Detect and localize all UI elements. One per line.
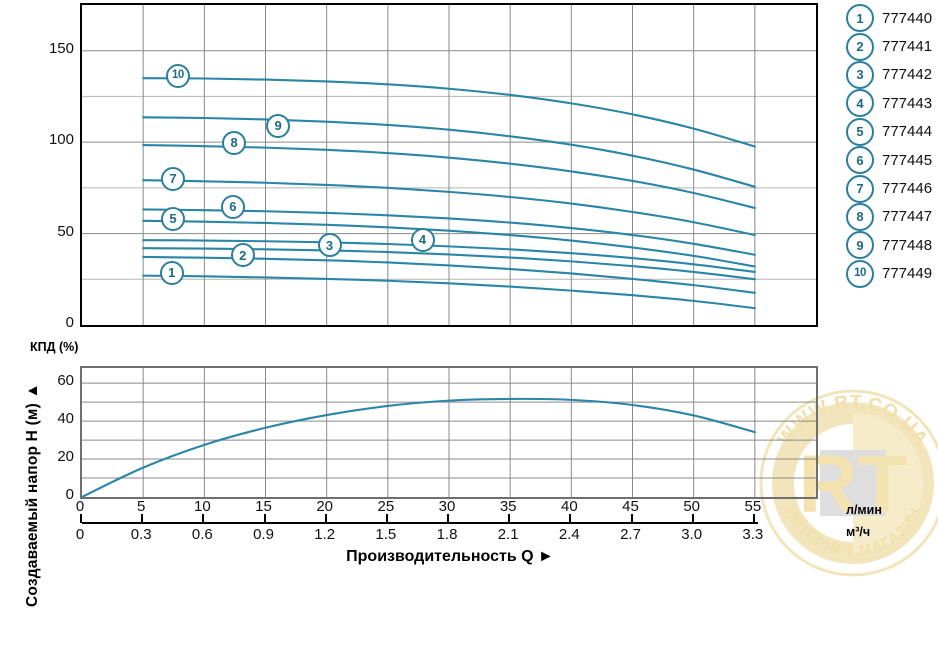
- legend: 1 777440 2 777441 3 777442 4 777443 5 777444 6 7774…: [846, 4, 938, 288]
- legend-item-1: 1 777440: [846, 4, 938, 33]
- legend-code-1: 777440: [882, 9, 933, 27]
- main-y-tick: 0: [65, 314, 74, 331]
- legend-item-9: 9 777448: [846, 231, 938, 260]
- efficiency-y-tick: 20: [57, 448, 74, 466]
- main-y-tick: 50: [57, 222, 74, 240]
- legend-badge-1: 1: [846, 4, 874, 33]
- main-y-tick: 100: [48, 131, 74, 149]
- main-y-tick: 150: [48, 39, 74, 57]
- legend-badge-8: 8: [846, 202, 874, 231]
- secondary-x-tick-m3h: 0.3: [130, 526, 152, 543]
- head-curve-plot: [80, 3, 818, 327]
- shared-x-tick-lpm: 25: [377, 498, 395, 515]
- secondary-axis-tick: [447, 514, 449, 523]
- secondary-axis-tick: [202, 514, 205, 523]
- legend-item-4: 4 777443: [846, 89, 938, 118]
- secondary-x-tick-m3h: 1.5: [375, 526, 397, 543]
- curve-badge-7: 7: [160, 166, 185, 191]
- legend-badge-4: 4: [846, 89, 874, 118]
- x-axis-title: Производительность Q ►: [346, 548, 554, 565]
- legend-badge-7: 7: [846, 174, 874, 203]
- secondary-x-tick-m3h: 2.4: [558, 526, 580, 543]
- secondary-x-tick-m3h: 2.1: [497, 526, 519, 543]
- secondary-axis-tick: [569, 514, 572, 523]
- legend-item-10: 10 777449: [846, 259, 938, 288]
- secondary-x-tick-m3h: 2.7: [620, 526, 641, 543]
- legend-badge-2: 2: [846, 32, 874, 61]
- unit-label-lpm: л/мин: [846, 503, 882, 517]
- curve-badge-1: 1: [159, 260, 184, 285]
- curve-badge-10: 10: [165, 64, 190, 89]
- shared-x-tick-lpm: 50: [683, 498, 700, 515]
- curve-badge-3: 3: [317, 233, 342, 258]
- legend-code-3: 777442: [882, 66, 933, 84]
- legend-code-9: 777448: [882, 236, 933, 254]
- shared-x-tick-lpm: 55: [744, 498, 762, 515]
- secondary-x-tick-m3h: 1.8: [436, 526, 458, 543]
- secondary-x-tick-m3h: 0: [75, 526, 85, 543]
- efficiency-plot: [80, 366, 818, 499]
- secondary-x-tick-m3h: 3.3: [742, 526, 764, 543]
- secondary-x-tick-m3h: 1.2: [314, 526, 336, 543]
- shared-x-tick-lpm: 10: [193, 498, 211, 515]
- legend-code-4: 777443: [882, 94, 933, 112]
- legend-code-10: 777449: [882, 265, 933, 283]
- curve-badge-4: 4: [410, 227, 435, 252]
- pump-performance-chart: RT WWW.RT.CO.UA ИНТЕРНЕТ МАГАЗИН Создава…: [24, 3, 938, 607]
- shared-x-tick-lpm: 5: [136, 498, 146, 515]
- legend-item-6: 6 777445: [846, 146, 938, 175]
- legend-badge-6: 6: [846, 146, 874, 175]
- legend-badge-10: 10: [846, 259, 874, 288]
- shared-x-tick-lpm: 40: [560, 498, 578, 515]
- secondary-axis-tick: [691, 514, 694, 523]
- secondary-axis-tick: [385, 514, 388, 523]
- legend-item-3: 3 777442: [846, 60, 938, 89]
- efficiency-y-tick: 0: [65, 486, 74, 503]
- legend-code-5: 777444: [882, 123, 933, 141]
- shared-x-tick-lpm: 45: [622, 498, 639, 515]
- secondary-axis-tick: [263, 514, 266, 523]
- secondary-axis-tick: [80, 514, 82, 523]
- efficiency-y-tick: 60: [57, 372, 74, 390]
- curve-badge-6: 6: [220, 194, 245, 219]
- legend-item-7: 7 777446: [846, 174, 938, 203]
- secondary-x-tick-m3h: 0.9: [253, 526, 274, 543]
- curve-badge-8: 8: [222, 130, 247, 155]
- legend-code-7: 777446: [882, 180, 933, 198]
- unit-label-m3h: м³/ч: [846, 525, 871, 539]
- shared-x-tick-lpm: 30: [438, 498, 456, 515]
- legend-badge-5: 5: [846, 117, 874, 146]
- curve-badge-5: 5: [160, 206, 185, 231]
- legend-code-6: 777445: [882, 151, 933, 169]
- secondary-x-tick-m3h: 3.0: [681, 526, 703, 543]
- legend-badge-9: 9: [846, 231, 874, 260]
- legend-badge-3: 3: [846, 60, 874, 89]
- curve-badge-2: 2: [230, 243, 255, 268]
- legend-code-2: 777441: [882, 38, 933, 56]
- legend-item-2: 2 777441: [846, 32, 938, 61]
- secondary-x-tick-m3h: 0.6: [191, 526, 213, 543]
- secondary-axis-tick: [324, 514, 327, 523]
- head-curve-svg: [82, 5, 816, 325]
- shared-x-tick-lpm: 35: [499, 498, 517, 515]
- secondary-axis-tick: [141, 514, 144, 523]
- secondary-axis-tick: [508, 514, 511, 523]
- legend-item-5: 5 777444: [846, 117, 938, 146]
- secondary-axis-rule: [82, 522, 758, 524]
- efficiency-chart-title: КПД (%): [30, 340, 79, 354]
- secondary-axis-tick: [752, 514, 755, 523]
- efficiency-y-tick: 40: [57, 410, 74, 428]
- secondary-axis-tick: [630, 514, 633, 523]
- efficiency-svg: [82, 368, 816, 497]
- legend-code-8: 777447: [882, 208, 933, 226]
- shared-x-tick-lpm: 0: [75, 498, 85, 515]
- curve-badge-9: 9: [266, 113, 291, 138]
- legend-item-8: 8 777447: [846, 202, 938, 231]
- shared-x-tick-lpm: 20: [316, 498, 333, 515]
- shared-x-tick-lpm: 15: [255, 498, 272, 515]
